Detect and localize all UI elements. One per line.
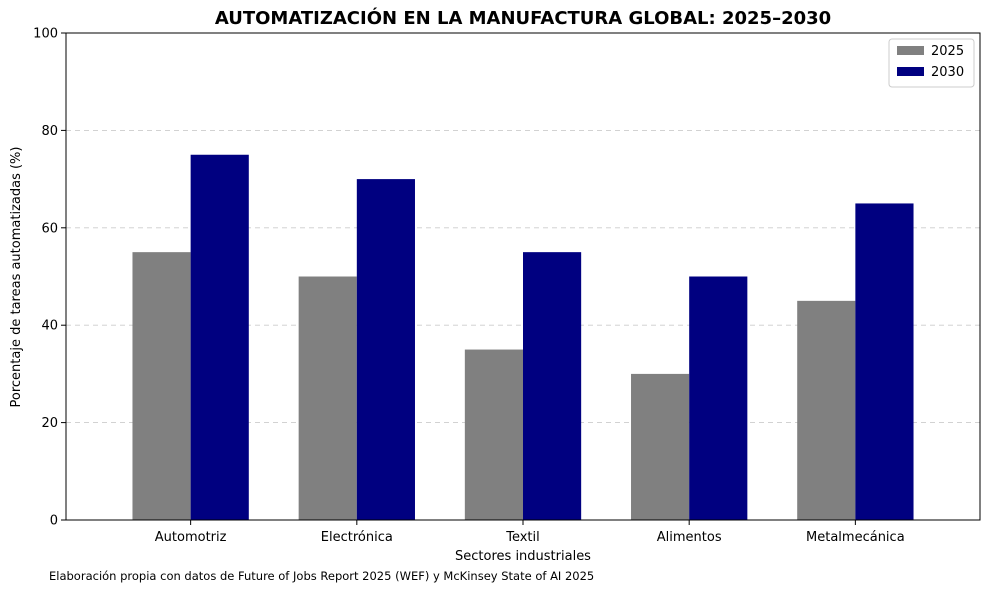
bar-2025-metalmecánica <box>797 300 856 520</box>
x-axis: Automotriz Electrónica Textil Alimentos Meta… <box>155 520 905 545</box>
y-tick-label: 60 <box>41 221 58 236</box>
bar-2025-automotriz <box>132 252 191 520</box>
legend: 2025 2030 <box>888 38 975 88</box>
legend-swatch-2030 <box>897 67 924 76</box>
bar-2025-electrónica <box>298 276 357 520</box>
y-tick-label: 20 <box>41 416 58 431</box>
y-axis: 0 20 40 60 80 100 <box>33 27 66 529</box>
bar-2030-automotriz <box>190 154 249 520</box>
legend-label-2025: 2025 <box>931 44 964 59</box>
legend-label-2030: 2030 <box>931 65 964 80</box>
x-tick-label: Automotriz <box>155 530 227 545</box>
bar-2030-textil <box>523 252 582 520</box>
x-axis-label: Sectores industriales <box>455 549 591 564</box>
x-tick-label: Textil <box>505 530 540 545</box>
x-tick-label: Electrónica <box>321 530 393 545</box>
bar-2025-textil <box>464 349 523 520</box>
y-tick-label: 0 <box>50 514 58 529</box>
x-tick-label: Metalmecánica <box>806 530 905 545</box>
y-tick-label: 80 <box>41 124 58 139</box>
x-tick-label: Alimentos <box>657 530 722 545</box>
bars <box>132 154 914 520</box>
bar-2030-alimentos <box>689 276 748 520</box>
bar-2030-metalmecánica <box>855 203 914 520</box>
bar-2025-alimentos <box>631 373 690 520</box>
chart-title: AUTOMATIZACIÓN EN LA MANUFACTURA GLOBAL:… <box>215 7 831 29</box>
bar-2030-electrónica <box>356 179 415 520</box>
y-axis-label: Porcentaje de tareas automatizadas (%) <box>9 147 24 408</box>
y-tick-label: 40 <box>41 319 58 334</box>
y-tick-label: 100 <box>33 27 58 42</box>
source-note: Elaboración propia con datos de Future o… <box>49 569 594 583</box>
legend-swatch-2025 <box>897 46 924 55</box>
